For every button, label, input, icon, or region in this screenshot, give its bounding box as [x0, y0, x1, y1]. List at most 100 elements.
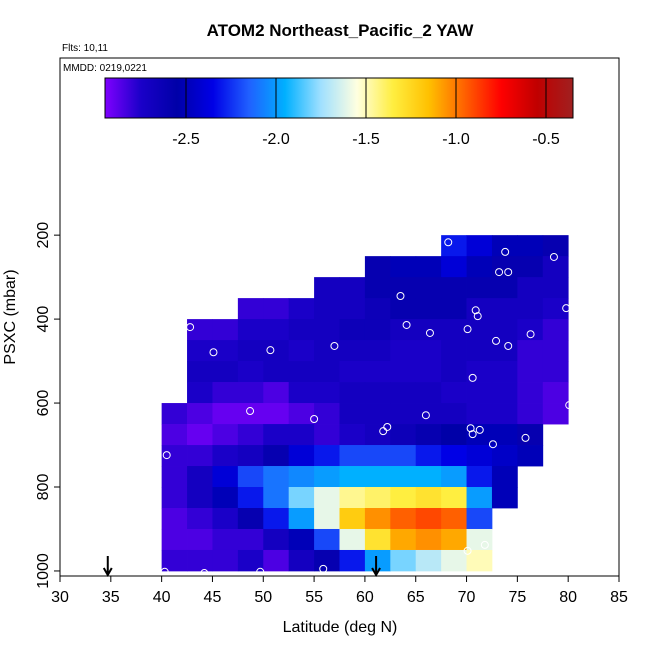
x-tick-label: 30 — [51, 589, 69, 606]
heat-cell — [390, 382, 417, 404]
heat-cell — [288, 319, 315, 341]
heat-cell — [441, 382, 467, 404]
heat-cell — [314, 487, 340, 509]
heat-cell — [390, 256, 417, 278]
y-axis-label: PSXC (mbar) — [2, 269, 19, 364]
heat-cell — [339, 549, 366, 572]
heat-cell — [288, 549, 315, 572]
heat-cell — [390, 507, 417, 530]
heat-cell — [466, 403, 493, 425]
heat-cell — [263, 507, 290, 530]
heat-cell — [314, 403, 340, 425]
heat-cell — [491, 487, 518, 509]
data-point — [466, 424, 475, 433]
heat-cell — [212, 319, 239, 341]
heat-cell — [187, 403, 213, 425]
heat-cell — [491, 424, 518, 446]
heat-cell — [263, 298, 290, 320]
heat-cell — [466, 256, 493, 278]
heat-cell — [517, 235, 544, 257]
heat-cell — [517, 382, 544, 404]
heat-cell — [415, 256, 442, 278]
x-tick-label: 40 — [153, 589, 171, 606]
data-point — [468, 373, 477, 382]
heat-cell — [542, 298, 569, 320]
heat-cell — [441, 277, 467, 299]
x-tick-label: 80 — [559, 589, 577, 606]
heat-cell — [314, 424, 340, 446]
chart-title: ATOM2 Northeast_Pacific_2 YAW — [207, 21, 475, 40]
heat-cell — [237, 403, 264, 425]
data-point — [379, 427, 388, 436]
heat-cell — [237, 382, 264, 404]
heat-cell — [237, 507, 264, 530]
heat-cell — [237, 298, 264, 320]
heat-cell — [288, 507, 315, 530]
colorbar-tick-label: -2.5 — [172, 131, 200, 148]
heat-cell — [491, 403, 518, 425]
heat-cell — [517, 403, 544, 425]
heat-cell — [441, 445, 467, 467]
heat-cell — [542, 403, 569, 425]
heat-cell — [339, 466, 366, 488]
data-point — [504, 341, 513, 350]
heat-cell — [441, 466, 467, 488]
colorbar-tick-label: -1.5 — [352, 131, 380, 148]
heat-cell — [390, 424, 417, 446]
heat-cell — [517, 298, 544, 320]
heat-cell — [542, 361, 569, 383]
data-point — [473, 312, 482, 321]
heat-cell — [441, 235, 467, 257]
data-point — [256, 567, 265, 576]
heat-cell — [364, 319, 391, 341]
heat-cell — [542, 235, 569, 257]
heat-cell — [314, 507, 340, 530]
heat-cell — [364, 340, 391, 362]
heat-cell — [466, 528, 493, 551]
heat-cell — [314, 319, 340, 341]
x-tick-label: 45 — [204, 589, 222, 606]
heat-cell — [187, 424, 213, 446]
heat-cell — [364, 528, 391, 551]
data-point — [468, 430, 477, 439]
heat-cell — [263, 487, 290, 509]
data-point — [425, 328, 434, 337]
data-point — [521, 433, 530, 442]
heat-cell — [466, 298, 493, 320]
data-point — [266, 346, 275, 355]
heat-cell — [237, 466, 264, 488]
heat-cell — [314, 361, 340, 383]
data-point — [562, 304, 571, 313]
x-tick-label: 55 — [305, 589, 323, 606]
data-point — [209, 348, 218, 357]
heat-cell — [161, 466, 188, 488]
heat-cell — [441, 528, 467, 551]
heat-cell — [415, 277, 442, 299]
heat-cell — [288, 403, 315, 425]
heat-cell — [339, 382, 366, 404]
heat-cell — [237, 424, 264, 446]
heat-cell — [212, 424, 239, 446]
heat-cell — [187, 487, 213, 509]
heat-cell — [263, 403, 290, 425]
heat-cell — [491, 235, 518, 257]
heat-cell — [364, 361, 391, 383]
data-point — [565, 401, 574, 410]
y-tick-label: 1000 — [35, 553, 52, 589]
heat-cell — [466, 277, 493, 299]
heat-cell — [263, 361, 290, 383]
heat-cell — [263, 549, 290, 572]
heat-cell — [212, 487, 239, 509]
heat-cell — [491, 340, 518, 362]
heat-cell — [542, 340, 569, 362]
x-tick-label: 85 — [610, 589, 628, 606]
data-point — [549, 252, 558, 261]
heat-cell — [339, 403, 366, 425]
heat-cell — [161, 487, 188, 509]
heat-cell — [263, 445, 290, 467]
heat-cell — [263, 424, 290, 446]
heat-cell — [441, 403, 467, 425]
heat-cell — [314, 340, 340, 362]
x-tick-label: 75 — [508, 589, 526, 606]
